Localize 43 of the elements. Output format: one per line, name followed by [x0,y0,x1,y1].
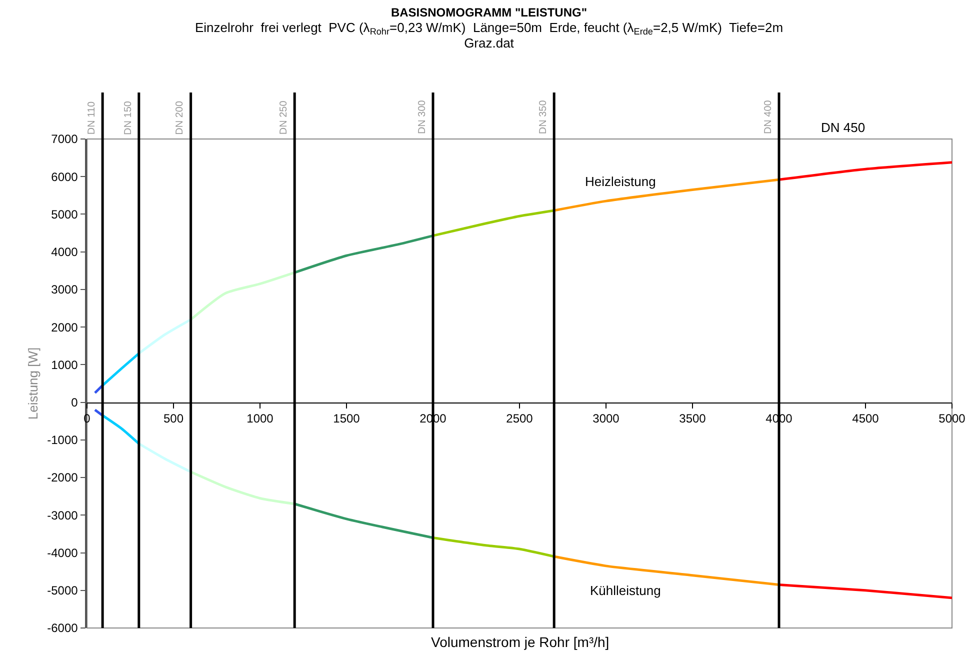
line-series [293,234,434,274]
line-series [432,209,556,237]
line-series [552,555,780,586]
y-tick-label: 6000 [51,170,78,184]
x-tick-label: 3000 [592,412,620,426]
annotation: Kühlleistung [590,583,661,598]
ref-line-label: DN 350 [538,100,550,134]
x-tick-label: 500 [163,412,184,426]
x-tick-label: 5000 [938,412,966,426]
ref-line-label: DN 110 [86,101,98,135]
x-tick-label: 3500 [679,412,706,426]
y-tick-label: 5000 [51,207,78,222]
chart-title: BASISNOMOGRAMM "LEISTUNG" [390,5,588,20]
ref-line-label: DN 250 [278,100,290,135]
text: DN 450 [821,120,866,135]
x-axis-title: Volumenstrom je Rohr [m³/h] [431,634,610,650]
y-tick-label: -1000 [47,433,78,448]
y-tick-label: -3000 [47,508,78,522]
x-tick-label: 1500 [333,412,360,426]
line-series [552,178,780,212]
y-tick-label: -5000 [47,584,78,598]
annotation: Heizleistung [585,174,656,189]
y-tick-label: -6000 [47,621,78,636]
y-tick-label: 4000 [51,245,78,260]
ref-line-label: DN 150 [122,100,134,135]
ref-line-label: DN 200 [174,100,186,135]
y-tick-label: 0 [71,396,78,410]
y-tick-label: 3000 [51,282,78,297]
y-tick-label: 1000 [51,358,78,372]
x-tick-label: 4500 [852,412,880,426]
y-axis-title: Leistung [W] [26,347,41,420]
ref-line-label: DN 300 [416,100,428,134]
y-tick-label: 7000 [51,132,78,146]
x-tick-label: 1000 [246,412,274,426]
x-tick-label: 2500 [506,412,534,426]
line-series [432,536,556,558]
y-tick-label: -4000 [47,546,78,560]
text: Einzelrohr frei verlegt PVC (λ$_{Rohr}$=0,23 W/mK) Länge=50m Erde, feucht (λ$_{Erde}$=2,5 W/mK) Tiefe=2m Graz.dat [194,20,784,50]
ref-line-label: DN 400 [762,100,774,134]
y-tick-label: -2000 [47,470,78,485]
y-tick-label: 2000 [51,320,78,334]
line-series [190,271,296,321]
line-series [190,470,296,506]
